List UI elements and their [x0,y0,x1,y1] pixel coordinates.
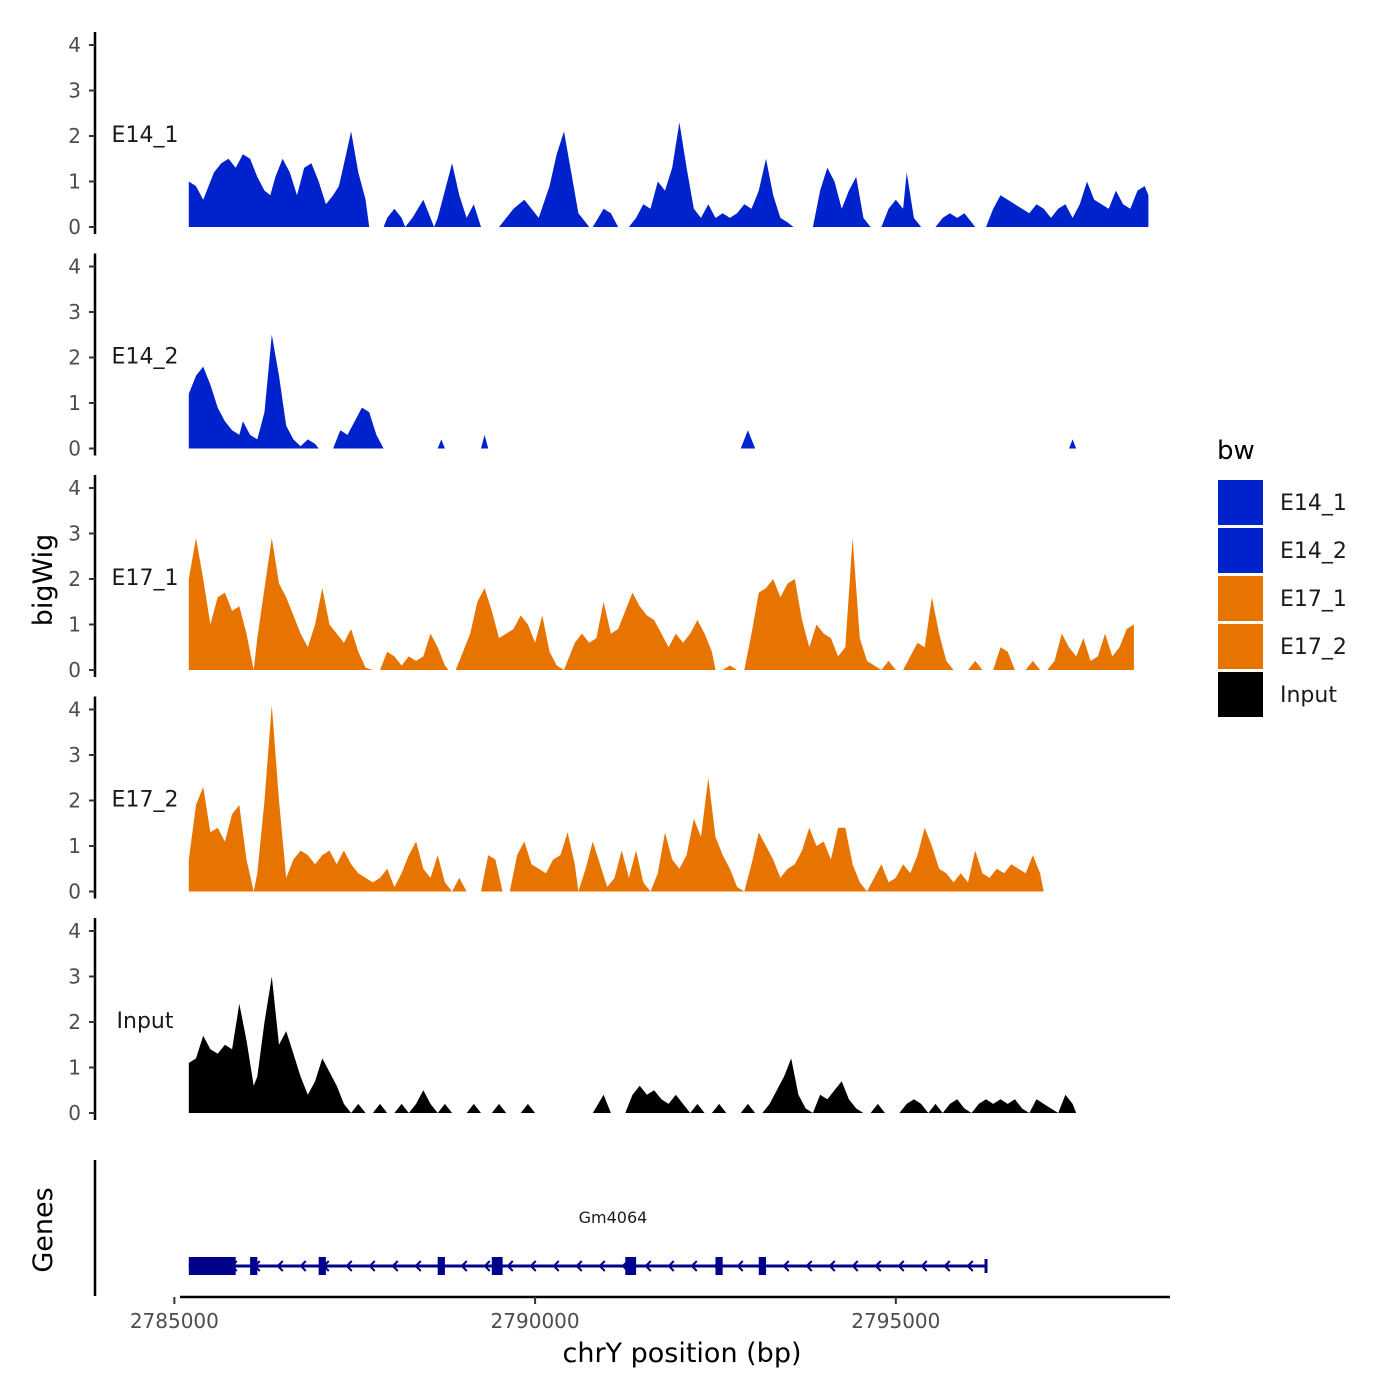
y-tick-label: 1 [68,834,81,858]
strand-arrow [575,1260,583,1272]
track-label: E17_2 [112,788,179,813]
y-tick-label: 0 [68,658,81,682]
y-tick-label: 3 [68,79,81,103]
track-label: E14_1 [112,123,179,148]
track-label: E17_1 [112,566,179,591]
strand-arrow [782,1260,790,1272]
y-tick-label: 1 [68,391,81,415]
coverage-area-e14-2 [188,334,1077,449]
legend-key-e17-1 [1218,576,1263,621]
y-tick-label: 2 [68,124,81,148]
y-tick-label: 2 [68,567,81,591]
genes-panel: Genes Gm4064 [28,1160,988,1296]
y-tick-label: 0 [68,437,81,461]
strand-arrow [897,1260,905,1272]
gene-exon [188,1257,236,1275]
x-axis: 2785000 2790000 2795000 [130,1295,1170,1333]
y-tick-label: 2 [68,789,81,813]
genes-track-title: Genes [28,1187,59,1272]
track-panel-input: 0 1 2 3 4 Input [68,918,1077,1125]
gene-exon [491,1257,503,1275]
strand-arrow [598,1260,606,1272]
strand-arrow [920,1260,928,1272]
legend-title: bw [1217,436,1255,466]
strand-arrow [644,1260,652,1272]
gene-exon [625,1257,637,1275]
legend-key-input [1218,672,1263,717]
track-panel-e14-2: 0 1 2 3 4 E14_2 [68,253,1077,461]
x-tick-label: 2790000 [491,1309,580,1333]
gene-exon [318,1257,326,1275]
strand-arrow [276,1260,284,1272]
legend-label: E17_2 [1280,635,1347,660]
strand-arrow [391,1260,399,1272]
strand-arrow [874,1260,882,1272]
gene-exon [250,1257,258,1275]
y-tick-label: 4 [68,33,81,57]
strand-arrow [552,1260,560,1272]
track-panel-e17-2: 0 1 2 3 4 E17_2 [68,696,1044,904]
y-tick-label: 3 [68,965,81,989]
strand-arrow [667,1260,675,1272]
strand-arrow [368,1260,376,1272]
legend-key-e17-2 [1218,624,1263,669]
x-axis-title: chrY position (bp) [562,1338,801,1369]
gene-exon [715,1257,723,1275]
strand-arrow [506,1260,514,1272]
y-tick-label: 1 [68,613,81,637]
y-axis-title: bigWig [28,534,59,627]
track-panels: 0 1 2 3 4 E14_1 0 1 2 3 4 E14_2 0 1 2 3 4 E17_1 0 1 2 3 4 E17_2… [68,32,1149,1125]
legend-label: E14_2 [1280,539,1347,564]
y-tick-label: 1 [68,1056,81,1080]
strand-arrow [483,1260,491,1272]
track-label: Input [117,1009,174,1034]
coverage-area-e14-1 [188,122,1149,227]
strand-arrow [828,1260,836,1272]
y-tick-label: 1 [68,170,81,194]
coverage-area-e17-1 [188,538,1134,670]
strand-arrow [736,1260,744,1272]
y-tick-label: 4 [68,698,81,722]
y-tick-label: 3 [68,743,81,767]
coverage-area-input [188,976,1077,1113]
legend: bw E14_1 E14_2 E17_1 E17_2 Input [1217,436,1347,717]
y-tick-label: 0 [68,215,81,239]
legend-key-e14-2 [1218,528,1263,573]
y-tick-label: 4 [68,919,81,943]
coverage-area-e17-2 [188,705,1044,892]
legend-label: E14_1 [1280,491,1347,516]
strand-arrow [805,1260,813,1272]
y-tick-label: 3 [68,522,81,546]
track-panel-e17-1: 0 1 2 3 4 E17_1 [68,475,1134,682]
y-tick-label: 2 [68,346,81,370]
strand-arrow [345,1260,353,1272]
strand-arrow [966,1260,974,1272]
y-tick-label: 4 [68,255,81,279]
strand-arrow [414,1260,422,1272]
strand-arrow [299,1260,307,1272]
y-tick-label: 4 [68,476,81,500]
y-tick-label: 3 [68,300,81,324]
x-tick-label: 2785000 [130,1309,219,1333]
y-tick-label: 2 [68,1010,81,1034]
gene-name-label: Gm4064 [579,1208,648,1227]
y-tick-label: 0 [68,880,81,904]
legend-label: E17_1 [1280,587,1347,612]
y-tick-label: 0 [68,1101,81,1125]
legend-key-e14-1 [1218,480,1263,525]
strand-arrow [851,1260,859,1272]
track-panel-e14-1: 0 1 2 3 4 E14_1 [68,32,1149,239]
track-label: E14_2 [112,345,179,370]
x-tick-label: 2795000 [851,1309,940,1333]
gene-exon [437,1257,445,1275]
strand-arrow [690,1260,698,1272]
legend-label: Input [1280,683,1337,708]
gene-exon [758,1257,766,1275]
strand-arrow [460,1260,468,1272]
strand-arrow [529,1260,537,1272]
strand-arrow [943,1260,951,1272]
